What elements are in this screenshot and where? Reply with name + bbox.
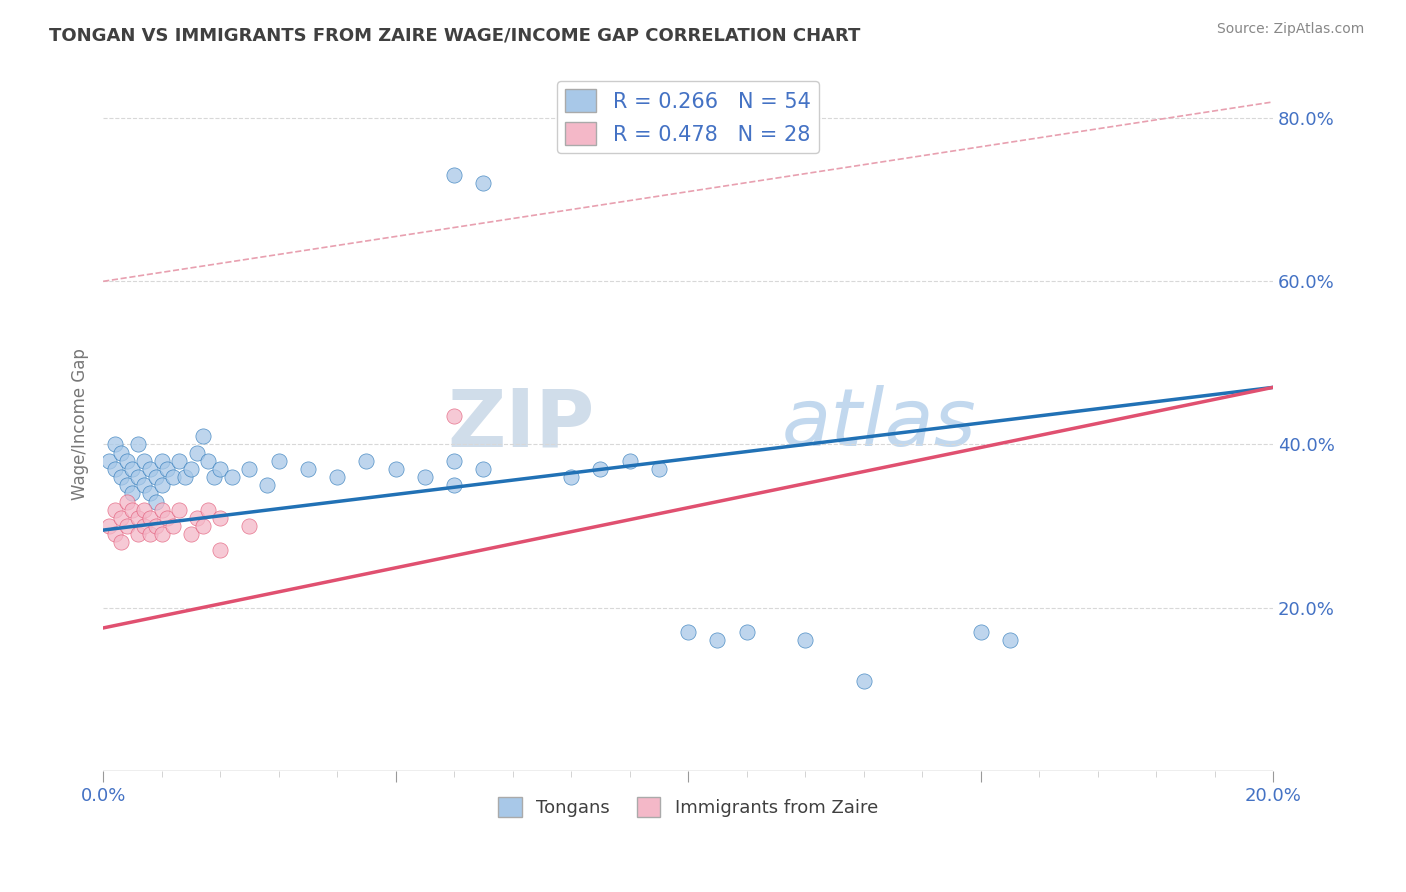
Point xyxy=(202,470,225,484)
Point xyxy=(150,454,173,468)
Point xyxy=(297,462,319,476)
Point xyxy=(145,519,167,533)
Point xyxy=(115,494,138,508)
Point xyxy=(186,445,208,459)
Point xyxy=(115,519,138,533)
Point xyxy=(443,409,465,423)
Point xyxy=(589,462,612,476)
Point xyxy=(104,437,127,451)
Point xyxy=(180,527,202,541)
Point xyxy=(121,486,143,500)
Text: Source: ZipAtlas.com: Source: ZipAtlas.com xyxy=(1216,22,1364,37)
Point xyxy=(162,470,184,484)
Point xyxy=(110,511,132,525)
Point xyxy=(443,454,465,468)
Point xyxy=(326,470,349,484)
Point xyxy=(443,478,465,492)
Point xyxy=(209,462,232,476)
Point xyxy=(794,633,817,648)
Point xyxy=(197,454,219,468)
Point xyxy=(104,462,127,476)
Point xyxy=(139,486,162,500)
Point xyxy=(98,519,121,533)
Point xyxy=(150,478,173,492)
Point xyxy=(150,527,173,541)
Point xyxy=(139,511,162,525)
Point xyxy=(191,429,214,443)
Point xyxy=(852,673,875,688)
Point xyxy=(132,478,155,492)
Point xyxy=(139,527,162,541)
Point xyxy=(413,470,436,484)
Point xyxy=(110,535,132,549)
Text: atlas: atlas xyxy=(782,385,976,463)
Point xyxy=(115,478,138,492)
Point xyxy=(238,462,260,476)
Point xyxy=(150,502,173,516)
Point xyxy=(121,502,143,516)
Point xyxy=(162,519,184,533)
Point xyxy=(127,511,149,525)
Point xyxy=(132,502,155,516)
Legend: Tongans, Immigrants from Zaire: Tongans, Immigrants from Zaire xyxy=(491,789,886,824)
Point xyxy=(648,462,671,476)
Point xyxy=(156,511,179,525)
Point xyxy=(384,462,406,476)
Point xyxy=(115,454,138,468)
Point xyxy=(167,454,190,468)
Point xyxy=(197,502,219,516)
Point xyxy=(735,625,758,640)
Point xyxy=(560,470,582,484)
Point xyxy=(619,454,641,468)
Point xyxy=(121,462,143,476)
Point xyxy=(969,625,991,640)
Point xyxy=(145,470,167,484)
Point xyxy=(156,462,179,476)
Point xyxy=(186,511,208,525)
Point xyxy=(676,625,699,640)
Point xyxy=(127,437,149,451)
Point xyxy=(180,462,202,476)
Point xyxy=(174,470,197,484)
Point xyxy=(132,454,155,468)
Point xyxy=(472,177,495,191)
Point xyxy=(110,445,132,459)
Point xyxy=(167,502,190,516)
Point xyxy=(139,462,162,476)
Point xyxy=(191,519,214,533)
Point xyxy=(356,454,378,468)
Point xyxy=(127,527,149,541)
Point xyxy=(472,462,495,476)
Point xyxy=(145,494,167,508)
Text: ZIP: ZIP xyxy=(447,385,595,463)
Point xyxy=(238,519,260,533)
Point xyxy=(104,502,127,516)
Text: TONGAN VS IMMIGRANTS FROM ZAIRE WAGE/INCOME GAP CORRELATION CHART: TONGAN VS IMMIGRANTS FROM ZAIRE WAGE/INC… xyxy=(49,27,860,45)
Point xyxy=(209,543,232,558)
Point xyxy=(256,478,278,492)
Point xyxy=(706,633,728,648)
Y-axis label: Wage/Income Gap: Wage/Income Gap xyxy=(72,348,89,500)
Point xyxy=(127,470,149,484)
Point xyxy=(221,470,243,484)
Point xyxy=(443,169,465,183)
Point xyxy=(998,633,1021,648)
Point xyxy=(104,527,127,541)
Point xyxy=(267,454,290,468)
Point xyxy=(98,454,121,468)
Point xyxy=(209,511,232,525)
Point xyxy=(132,519,155,533)
Point xyxy=(110,470,132,484)
